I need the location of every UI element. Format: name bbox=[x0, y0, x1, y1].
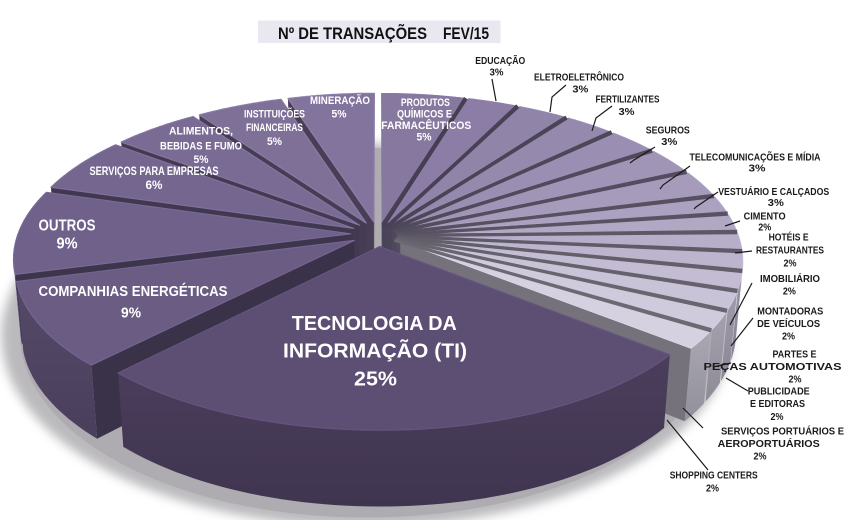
svg-text:FINANCEIRAS: FINANCEIRAS bbox=[246, 122, 303, 134]
svg-text:INSTITUIÇÕES: INSTITUIÇÕES bbox=[244, 108, 305, 121]
svg-text:MINERAÇÃO: MINERAÇÃO bbox=[310, 94, 370, 107]
svg-text:2%: 2% bbox=[754, 452, 767, 463]
svg-text:SEGUROS: SEGUROS bbox=[646, 125, 690, 136]
svg-text:MONTADORAS: MONTADORAS bbox=[757, 306, 823, 317]
svg-text:PUBLICIDADE: PUBLICIDADE bbox=[748, 387, 810, 398]
svg-text:3%: 3% bbox=[749, 163, 766, 174]
svg-text:3%: 3% bbox=[619, 107, 635, 118]
svg-text:9%: 9% bbox=[121, 306, 141, 322]
svg-text:CIMENTO: CIMENTO bbox=[744, 212, 786, 223]
svg-text:25%: 25% bbox=[354, 368, 397, 391]
svg-text:EDUCAÇÃO: EDUCAÇÃO bbox=[475, 54, 525, 67]
svg-text:E EDITORAS: E EDITORAS bbox=[750, 399, 805, 410]
svg-text:TECNOLOGIA DA: TECNOLOGIA DA bbox=[292, 312, 457, 335]
svg-text:BEBIDAS E FUMO: BEBIDAS E FUMO bbox=[160, 141, 242, 153]
svg-text:Nº DE TRANSAÇÕES: Nº DE TRANSAÇÕES bbox=[278, 23, 427, 43]
svg-text:FARMACÊUTICOS: FARMACÊUTICOS bbox=[381, 119, 471, 132]
svg-text:FERTILIZANTES: FERTILIZANTES bbox=[596, 95, 660, 106]
svg-text:SERVIÇOS PORTUÁRIOS E: SERVIÇOS PORTUÁRIOS E bbox=[721, 425, 844, 438]
svg-text:3%: 3% bbox=[661, 137, 677, 148]
svg-text:PARTES E: PARTES E bbox=[773, 350, 817, 361]
svg-text:9%: 9% bbox=[57, 235, 78, 252]
svg-text:IMOBILIÁRIO: IMOBILIÁRIO bbox=[760, 272, 820, 285]
svg-text:2%: 2% bbox=[789, 375, 802, 386]
svg-text:3%: 3% bbox=[768, 198, 784, 209]
svg-text:2%: 2% bbox=[782, 332, 795, 343]
svg-text:VESTUÁRIO E CALÇADOS: VESTUÁRIO E CALÇADOS bbox=[718, 185, 829, 198]
svg-text:2%: 2% bbox=[706, 484, 719, 495]
svg-text:PEÇAS AUTOMOTIVAS: PEÇAS AUTOMOTIVAS bbox=[704, 362, 842, 373]
svg-text:HOTÉIS E: HOTÉIS E bbox=[769, 231, 809, 244]
svg-text:5%: 5% bbox=[194, 154, 210, 166]
svg-text:SHOPPING CENTERS: SHOPPING CENTERS bbox=[670, 471, 758, 482]
svg-text:FEV/15: FEV/15 bbox=[443, 24, 489, 43]
svg-text:TELECOMUNICAÇÕES E MÍDIA: TELECOMUNICAÇÕES E MÍDIA bbox=[690, 150, 821, 163]
svg-text:INFORMAÇÃO (TI): INFORMAÇÃO (TI) bbox=[283, 340, 467, 363]
svg-text:ALIMENTOS,: ALIMENTOS, bbox=[169, 126, 233, 138]
svg-text:OUTROS: OUTROS bbox=[39, 217, 96, 234]
svg-text:3%: 3% bbox=[490, 68, 504, 79]
svg-text:SERVIÇOS PARA EMPRESAS: SERVIÇOS PARA EMPRESAS bbox=[90, 166, 219, 178]
svg-text:ELETROELETRÔNICO: ELETROELETRÔNICO bbox=[534, 71, 624, 84]
svg-text:5%: 5% bbox=[332, 108, 348, 120]
svg-text:2%: 2% bbox=[783, 287, 796, 298]
svg-text:RESTAURANTES: RESTAURANTES bbox=[756, 245, 824, 256]
svg-text:2%: 2% bbox=[784, 259, 797, 270]
svg-text:PRODUTOS: PRODUTOS bbox=[401, 97, 450, 109]
svg-text:2%: 2% bbox=[771, 412, 784, 423]
svg-text:5%: 5% bbox=[267, 136, 283, 148]
svg-text:COMPANHIAS ENERGÉTICAS: COMPANHIAS ENERGÉTICAS bbox=[39, 283, 228, 300]
svg-text:2%: 2% bbox=[758, 222, 771, 233]
svg-text:6%: 6% bbox=[146, 180, 163, 192]
svg-text:3%: 3% bbox=[572, 85, 588, 96]
svg-text:QUÍMICOS E: QUÍMICOS E bbox=[397, 108, 452, 121]
svg-text:AEROPORTUÁRIOS: AEROPORTUÁRIOS bbox=[718, 437, 820, 450]
svg-text:5%: 5% bbox=[417, 132, 433, 144]
svg-text:DE VEÍCULOS: DE VEÍCULOS bbox=[757, 317, 820, 330]
